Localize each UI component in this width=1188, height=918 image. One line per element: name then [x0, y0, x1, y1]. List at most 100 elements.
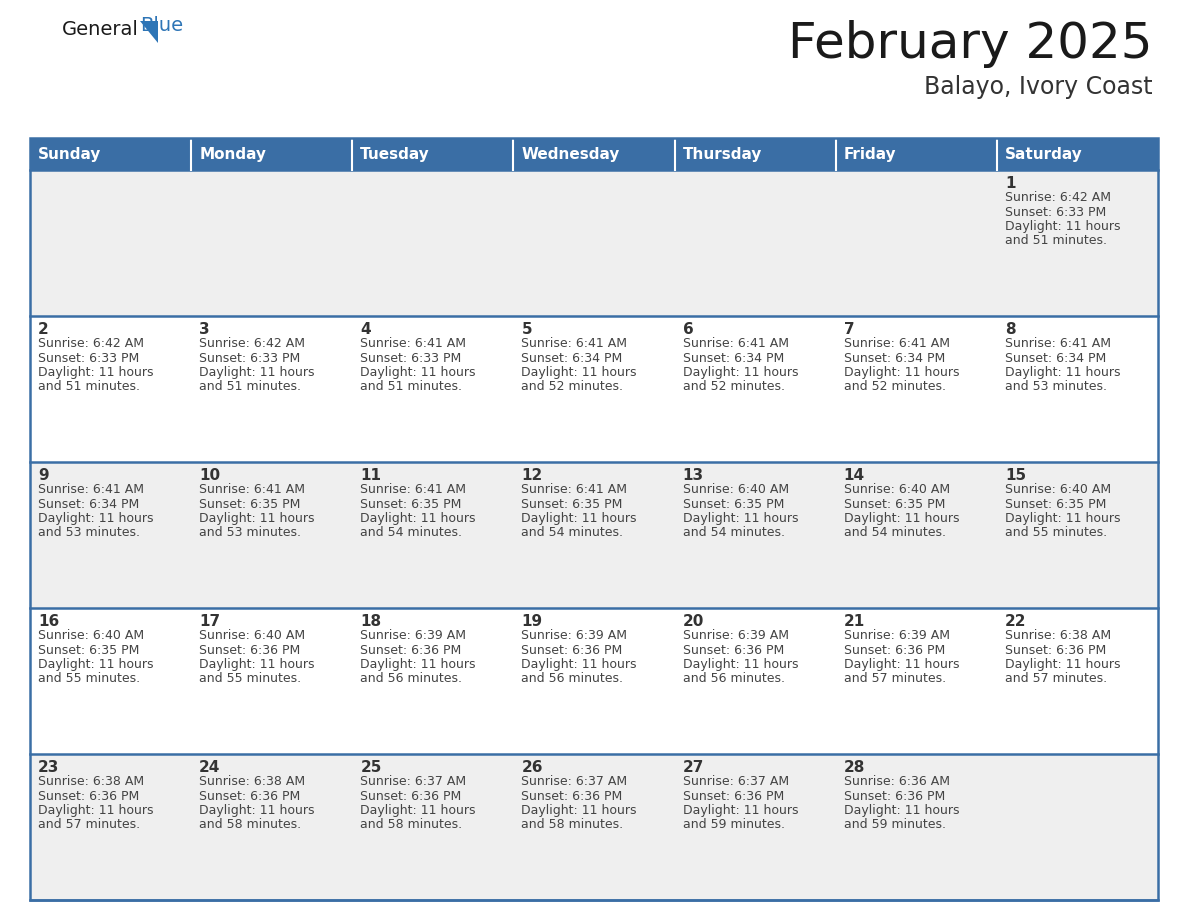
Text: Sunrise: 6:41 AM: Sunrise: 6:41 AM — [360, 337, 466, 350]
Text: Saturday: Saturday — [1005, 147, 1082, 162]
Text: Monday: Monday — [200, 147, 266, 162]
Text: Tuesday: Tuesday — [360, 147, 430, 162]
Bar — [675, 462, 835, 608]
Text: 12: 12 — [522, 468, 543, 483]
Text: Sunrise: 6:41 AM: Sunrise: 6:41 AM — [200, 483, 305, 496]
Text: Sunrise: 6:38 AM: Sunrise: 6:38 AM — [200, 775, 305, 788]
Text: Daylight: 11 hours: Daylight: 11 hours — [843, 512, 959, 525]
Text: 22: 22 — [1005, 614, 1026, 629]
Text: Daylight: 11 hours: Daylight: 11 hours — [1005, 658, 1120, 671]
Bar — [513, 462, 675, 608]
Text: Sunset: 6:34 PM: Sunset: 6:34 PM — [843, 352, 944, 364]
Bar — [353, 754, 513, 900]
Text: Sunrise: 6:41 AM: Sunrise: 6:41 AM — [1005, 337, 1111, 350]
Text: and 52 minutes.: and 52 minutes. — [522, 380, 624, 394]
Text: and 54 minutes.: and 54 minutes. — [843, 527, 946, 540]
Text: Sunset: 6:36 PM: Sunset: 6:36 PM — [38, 789, 139, 802]
Text: Daylight: 11 hours: Daylight: 11 hours — [38, 804, 153, 817]
Bar — [513, 170, 675, 316]
Text: and 53 minutes.: and 53 minutes. — [38, 527, 140, 540]
Text: and 54 minutes.: and 54 minutes. — [683, 527, 784, 540]
Text: Sunrise: 6:41 AM: Sunrise: 6:41 AM — [38, 483, 144, 496]
Text: 6: 6 — [683, 322, 694, 337]
Text: 15: 15 — [1005, 468, 1026, 483]
Text: Sunset: 6:36 PM: Sunset: 6:36 PM — [843, 644, 944, 656]
Text: 14: 14 — [843, 468, 865, 483]
Bar — [675, 138, 835, 170]
Text: and 51 minutes.: and 51 minutes. — [360, 380, 462, 394]
Text: Sunrise: 6:40 AM: Sunrise: 6:40 AM — [200, 629, 305, 642]
Text: 4: 4 — [360, 322, 371, 337]
Text: Sunrise: 6:41 AM: Sunrise: 6:41 AM — [522, 483, 627, 496]
Bar — [835, 138, 997, 170]
Text: Sunset: 6:34 PM: Sunset: 6:34 PM — [683, 352, 784, 364]
Text: Daylight: 11 hours: Daylight: 11 hours — [38, 512, 153, 525]
Text: and 53 minutes.: and 53 minutes. — [200, 527, 301, 540]
Text: Sunday: Sunday — [38, 147, 101, 162]
Text: Sunset: 6:36 PM: Sunset: 6:36 PM — [1005, 644, 1106, 656]
Text: 7: 7 — [843, 322, 854, 337]
Text: 20: 20 — [683, 614, 704, 629]
Bar — [30, 170, 191, 316]
Text: Daylight: 11 hours: Daylight: 11 hours — [522, 366, 637, 379]
Text: Sunset: 6:33 PM: Sunset: 6:33 PM — [200, 352, 301, 364]
Text: Daylight: 11 hours: Daylight: 11 hours — [1005, 220, 1120, 233]
Bar — [191, 462, 353, 608]
Bar — [191, 170, 353, 316]
Text: 9: 9 — [38, 468, 49, 483]
Bar — [191, 138, 353, 170]
Text: 13: 13 — [683, 468, 703, 483]
Text: Wednesday: Wednesday — [522, 147, 620, 162]
Text: Daylight: 11 hours: Daylight: 11 hours — [200, 658, 315, 671]
Text: Sunrise: 6:41 AM: Sunrise: 6:41 AM — [843, 337, 949, 350]
Text: Sunset: 6:36 PM: Sunset: 6:36 PM — [843, 789, 944, 802]
Text: Sunrise: 6:39 AM: Sunrise: 6:39 AM — [522, 629, 627, 642]
Text: 21: 21 — [843, 614, 865, 629]
Bar — [997, 138, 1158, 170]
Text: Daylight: 11 hours: Daylight: 11 hours — [843, 804, 959, 817]
Bar — [30, 608, 191, 754]
Bar — [835, 316, 997, 462]
Text: and 52 minutes.: and 52 minutes. — [843, 380, 946, 394]
Text: Sunrise: 6:37 AM: Sunrise: 6:37 AM — [360, 775, 467, 788]
Text: Daylight: 11 hours: Daylight: 11 hours — [683, 658, 798, 671]
Text: and 55 minutes.: and 55 minutes. — [38, 673, 140, 686]
Text: Sunrise: 6:40 AM: Sunrise: 6:40 AM — [38, 629, 144, 642]
Text: Sunset: 6:35 PM: Sunset: 6:35 PM — [522, 498, 623, 510]
Text: Sunset: 6:36 PM: Sunset: 6:36 PM — [360, 789, 461, 802]
Bar — [353, 462, 513, 608]
Text: Sunset: 6:34 PM: Sunset: 6:34 PM — [38, 498, 139, 510]
Text: Daylight: 11 hours: Daylight: 11 hours — [360, 804, 475, 817]
Text: Sunrise: 6:39 AM: Sunrise: 6:39 AM — [843, 629, 949, 642]
Bar — [353, 316, 513, 462]
Polygon shape — [140, 21, 158, 43]
Text: Blue: Blue — [140, 16, 183, 35]
Text: 18: 18 — [360, 614, 381, 629]
Bar — [513, 316, 675, 462]
Bar — [353, 170, 513, 316]
Text: Daylight: 11 hours: Daylight: 11 hours — [200, 512, 315, 525]
Text: Sunset: 6:36 PM: Sunset: 6:36 PM — [200, 644, 301, 656]
Text: and 58 minutes.: and 58 minutes. — [360, 819, 462, 832]
Text: and 58 minutes.: and 58 minutes. — [522, 819, 624, 832]
Text: Sunrise: 6:40 AM: Sunrise: 6:40 AM — [843, 483, 950, 496]
Text: Sunrise: 6:41 AM: Sunrise: 6:41 AM — [522, 337, 627, 350]
Text: Sunrise: 6:41 AM: Sunrise: 6:41 AM — [683, 337, 789, 350]
Text: Sunrise: 6:42 AM: Sunrise: 6:42 AM — [38, 337, 144, 350]
Text: and 57 minutes.: and 57 minutes. — [38, 819, 140, 832]
Text: Daylight: 11 hours: Daylight: 11 hours — [683, 804, 798, 817]
Bar — [30, 462, 191, 608]
Text: 11: 11 — [360, 468, 381, 483]
Bar — [513, 754, 675, 900]
Bar — [513, 608, 675, 754]
Bar — [30, 138, 1158, 900]
Text: Sunset: 6:33 PM: Sunset: 6:33 PM — [1005, 206, 1106, 218]
Bar — [997, 754, 1158, 900]
Text: and 51 minutes.: and 51 minutes. — [200, 380, 301, 394]
Text: Sunset: 6:33 PM: Sunset: 6:33 PM — [360, 352, 461, 364]
Text: February 2025: February 2025 — [789, 20, 1154, 68]
Text: Sunset: 6:35 PM: Sunset: 6:35 PM — [1005, 498, 1106, 510]
Bar — [353, 138, 513, 170]
Text: Sunset: 6:35 PM: Sunset: 6:35 PM — [200, 498, 301, 510]
Text: Sunset: 6:34 PM: Sunset: 6:34 PM — [1005, 352, 1106, 364]
